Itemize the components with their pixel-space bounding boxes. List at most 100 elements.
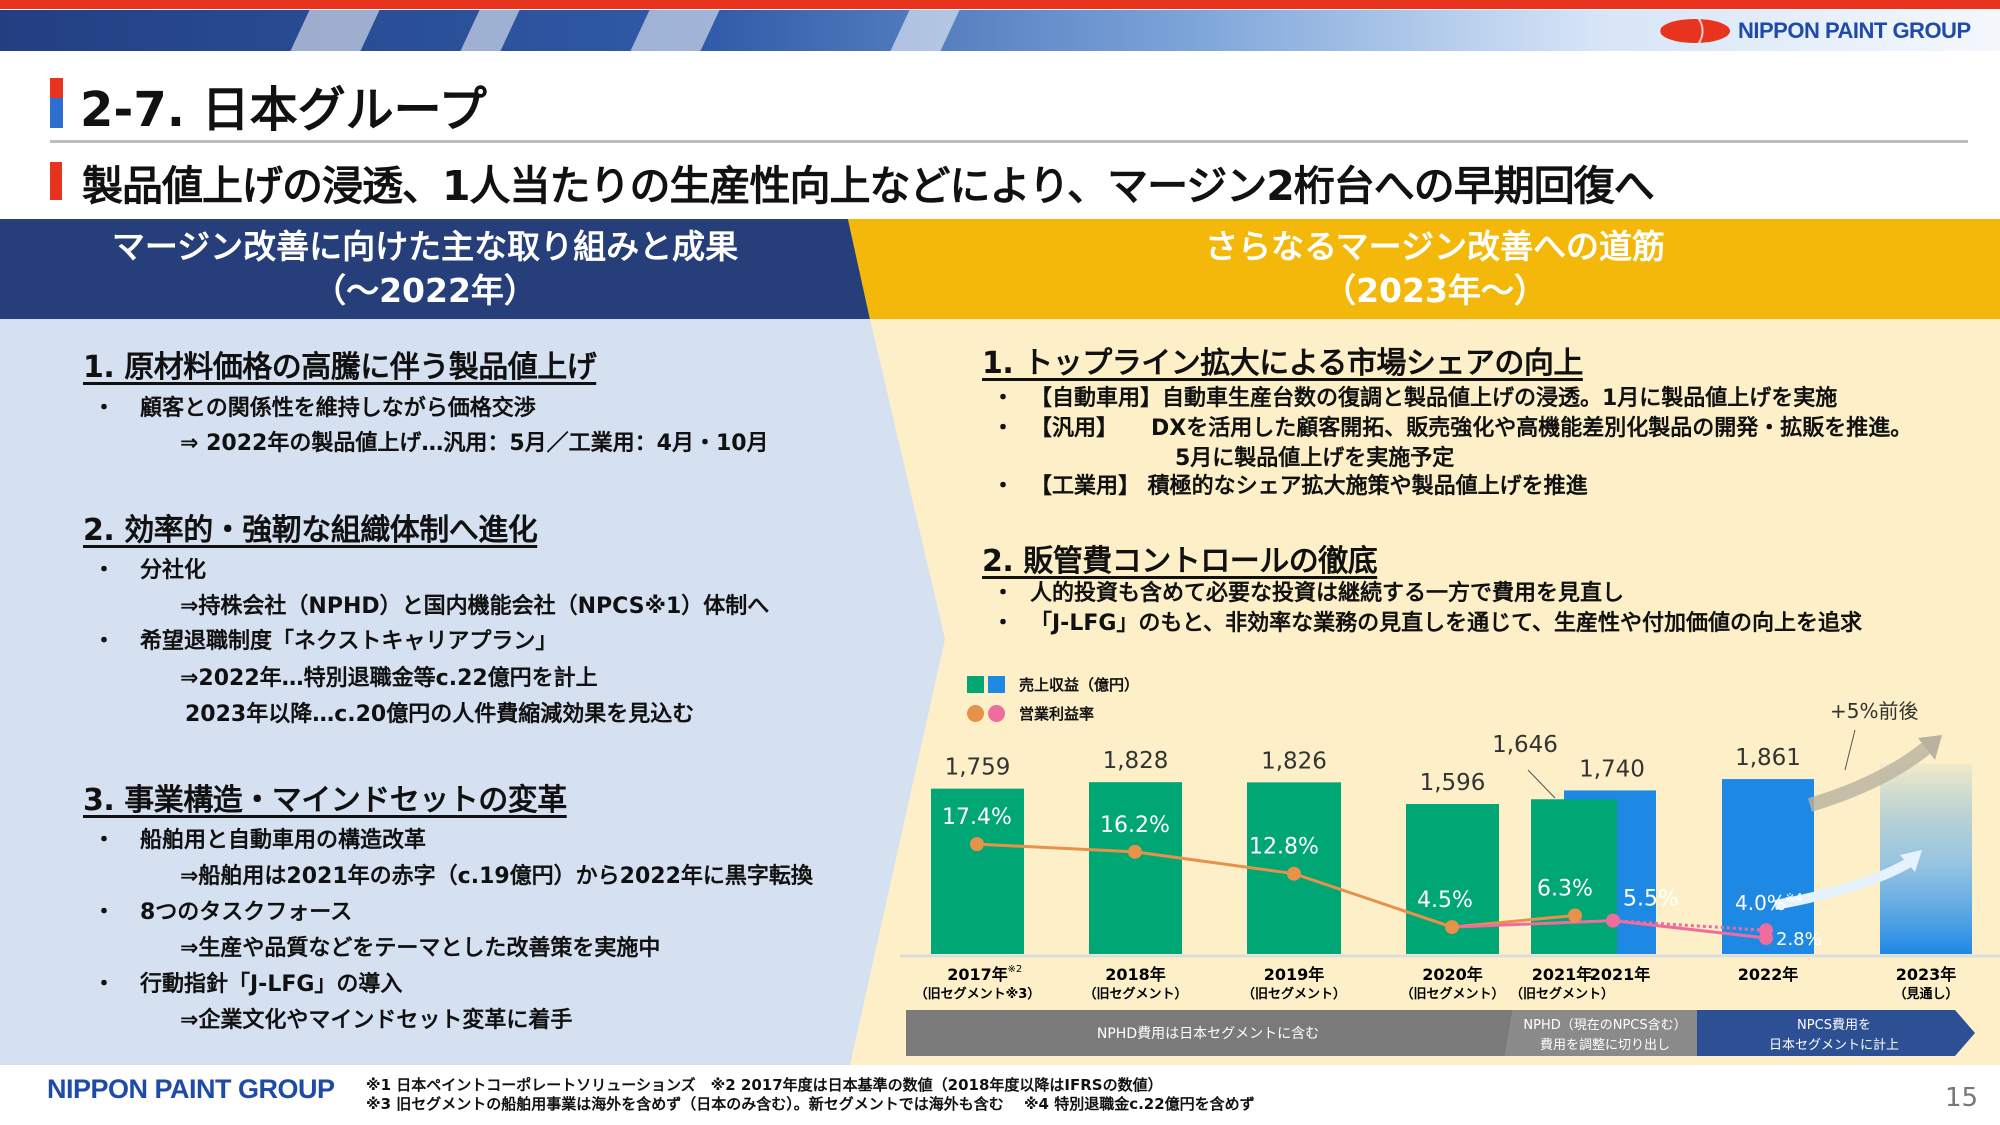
list-item: ⇒船舶用は2021年の赤字（c.19億円）から2022年に黒字転換 bbox=[180, 864, 813, 889]
bullet: ・ bbox=[992, 611, 1015, 636]
x-tick-year: 2017年 bbox=[947, 965, 1008, 984]
x-tick-year: 2020年 bbox=[1422, 965, 1483, 984]
band-label: 日本セグメントに計上 bbox=[1769, 1037, 1899, 1053]
margin-point-excl bbox=[1759, 923, 1773, 938]
x-tick-note: （旧セグメント※3） bbox=[915, 986, 1041, 1002]
x-tick-sup: ※2 bbox=[1008, 964, 1023, 975]
legend-orange-dot bbox=[967, 705, 984, 722]
bar-revenue bbox=[1089, 782, 1182, 954]
section-heading: 1. トップライン拡大による市場シェアの向上 bbox=[982, 346, 1583, 381]
bullet: ・ bbox=[93, 396, 116, 421]
forecast-leader bbox=[1844, 729, 1856, 771]
page-number: 15 bbox=[1945, 1083, 1979, 1113]
legend-pink-dot bbox=[988, 705, 1005, 722]
list-item: 8つのタスクフォース bbox=[140, 900, 353, 925]
footnote-2: ※3 旧セグメントの船舶用事業は海外を含めず（日本のみ含む）。新セグメントでは海… bbox=[366, 1095, 1255, 1113]
right-header-band bbox=[848, 219, 2000, 319]
bullet: ・ bbox=[992, 416, 1015, 441]
bullet: ・ bbox=[992, 581, 1015, 606]
footer-logo: NIPPON PAINT GROUP bbox=[47, 1074, 335, 1104]
margin-point-new bbox=[1606, 913, 1620, 928]
list-item: 【自動車用】自動車生産台数の復調と製品値上げの浸透。1月に製品値上げを実施 bbox=[1030, 386, 1838, 411]
revenue-label: 1,826 bbox=[1261, 748, 1327, 774]
list-item: ⇒2022年…特別退職金等c.22億円を計上 bbox=[180, 666, 598, 691]
leader-1646 bbox=[1527, 769, 1556, 799]
bar-revenue bbox=[1531, 799, 1617, 954]
bar-forecast bbox=[1880, 764, 1972, 954]
margin-label: 17.4% bbox=[942, 805, 1012, 830]
revenue-label: 1,740 bbox=[1579, 756, 1645, 782]
list-item: 船舶用と自動車用の構造改革 bbox=[140, 828, 427, 853]
left-header-band bbox=[0, 219, 870, 319]
band-label: 費用を調整に切り出し bbox=[1540, 1038, 1670, 1053]
margin-label-excl: 4.0% bbox=[1735, 891, 1786, 915]
list-item: 「J-LFG」のもと、非効率な業務の見直しを通じて、生産性や付加価値の向上を追求 bbox=[1030, 611, 1863, 636]
footnote-1: ※1 日本ペイントコーポレートソリューションズ ※2 2017年度は日本基準の数… bbox=[366, 1076, 1163, 1094]
margin-label-sup: ※4 bbox=[1785, 891, 1803, 905]
list-item: ⇒持株会社（NPHD）と国内機能会社（NPCS※1）体制へ bbox=[180, 594, 770, 619]
legend-margin: 営業利益率 bbox=[1019, 705, 1095, 723]
revenue-label: 1,646 bbox=[1492, 732, 1558, 758]
margin-point-old bbox=[1287, 866, 1301, 881]
margin-point-old bbox=[970, 837, 984, 852]
bullet: ・ bbox=[93, 972, 116, 997]
bullet: ・ bbox=[93, 900, 116, 925]
revenue-label: 1,861 bbox=[1735, 745, 1801, 771]
legend-green-swatch bbox=[967, 676, 984, 693]
bullet: ・ bbox=[93, 558, 116, 583]
section-heading: 1. 原材料価格の高騰に伴う製品値上げ bbox=[83, 350, 597, 385]
bullet: ・ bbox=[93, 828, 116, 853]
top-red-bar bbox=[0, 0, 2000, 9]
margin-label: 16.2% bbox=[1100, 813, 1170, 838]
band-label: NPHD（現在のNPCS含む） bbox=[1523, 1017, 1686, 1033]
margin-label: 6.3% bbox=[1537, 876, 1593, 901]
divider bbox=[50, 140, 1968, 143]
revenue-label: 1,759 bbox=[945, 755, 1011, 781]
x-tick-note: （旧セグメント） bbox=[1083, 986, 1187, 1002]
margin-label: 2.8% bbox=[1776, 929, 1822, 950]
revenue-label: 1,828 bbox=[1103, 748, 1169, 774]
revenue-label: 1,596 bbox=[1420, 770, 1486, 796]
x-tick-year: 2021年 bbox=[1532, 965, 1593, 984]
x-tick-year: 2019年 bbox=[1264, 965, 1325, 984]
logo-mark-icon bbox=[1660, 19, 1730, 43]
legend-blue-swatch bbox=[988, 676, 1005, 693]
list-item: 顧客との関係性を維持しながら価格交渉 bbox=[140, 396, 536, 421]
chart-legend: 売上収益（億円） 営業利益率 bbox=[967, 674, 1139, 724]
company-logo: NIPPON PAINT GROUP bbox=[1660, 18, 1971, 44]
right-heading: さらなるマージン改善への道筋 （2023年～） bbox=[1204, 227, 1666, 310]
margin-line-excl bbox=[1612, 919, 1767, 932]
band-npcs-included bbox=[1697, 1010, 1975, 1056]
list-item: ⇒生産や品質などをテーマとした改善策を実施中 bbox=[180, 936, 661, 961]
x-tick-note: （旧セグメント） bbox=[1400, 986, 1504, 1002]
left-heading: マージン改善に向けた主な取り組みと成果 （～2022年） bbox=[111, 227, 739, 310]
logo-text: NIPPON PAINT GROUP bbox=[1738, 18, 1971, 43]
forecast-arrow-light-head bbox=[1900, 850, 1922, 872]
x-tick-note: （旧セグメント） bbox=[1510, 986, 1614, 1002]
section-heading: 2. 効率的・強靭な組織体制へ進化 bbox=[83, 513, 538, 548]
margin-label: 5.5% bbox=[1623, 887, 1679, 912]
list-item: 2023年以降…c.20億円の人件費縮減効果を見込む bbox=[185, 702, 695, 727]
list-item: 分社化 bbox=[140, 558, 207, 583]
bullet: ・ bbox=[992, 386, 1015, 411]
section-heading: 2. 販管費コントロールの徹底 bbox=[982, 544, 1378, 579]
band-label: NPCS費用を bbox=[1797, 1018, 1871, 1033]
x-tick-note: （見通し） bbox=[1893, 986, 1958, 1002]
list-item: 5月に製品値上げを実施予定 bbox=[1175, 446, 1455, 471]
forecast-arrow-gray bbox=[1807, 739, 1935, 812]
margin-point-old bbox=[1128, 844, 1142, 859]
list-item: 【汎用】 DXを活用した顧客開拓、販売強化や高機能差別化製品の開発・拡販を推進。 bbox=[1030, 416, 1913, 441]
forecast-label: +5%前後 bbox=[1830, 699, 1919, 723]
page-title: 2-7. 日本グループ bbox=[80, 82, 487, 138]
x-tick-year: 2021年 bbox=[1590, 965, 1651, 984]
bar-revenue bbox=[931, 788, 1024, 954]
bullet: ・ bbox=[992, 474, 1015, 499]
list-item: 希望退職制度「ネクストキャリアプラン」 bbox=[140, 629, 558, 654]
list-item: ⇒ 2022年の製品値上げ…汎用：5月／工業用：4月・10月 bbox=[180, 431, 769, 456]
list-item: 【工業用】 積極的なシェア拡大施策や製品値上げを推進 bbox=[1030, 474, 1588, 499]
forecast-arrow-gray-head bbox=[1918, 735, 1942, 760]
band-label: NPHD費用は日本セグメントに含む bbox=[1097, 1026, 1319, 1042]
subtitle-marker bbox=[50, 162, 62, 200]
bullet: ・ bbox=[93, 629, 116, 654]
